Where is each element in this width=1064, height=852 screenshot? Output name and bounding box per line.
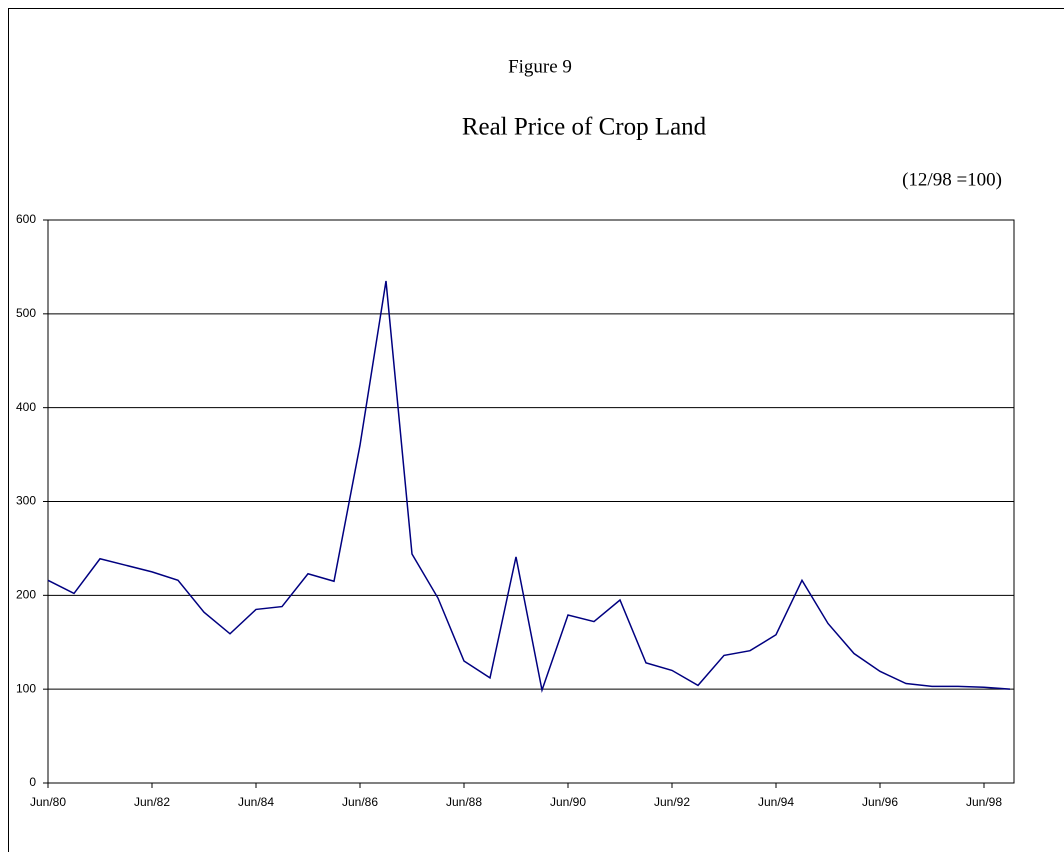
y-tick-label: 500: [16, 306, 36, 320]
y-tick-label: 100: [16, 681, 36, 695]
x-tick-label: Jun/88: [446, 795, 482, 809]
x-tick-label: Jun/98: [966, 795, 1002, 809]
chart-title: Real Price of Crop Land: [462, 114, 707, 141]
y-tick-label: 0: [29, 775, 36, 789]
y-tick-label: 600: [16, 212, 36, 226]
x-tick-label: Jun/92: [654, 795, 690, 809]
chart-subtitle: (12/98 =100): [902, 169, 1002, 190]
x-tick-label: Jun/80: [30, 795, 66, 809]
x-tick-label: Jun/82: [134, 795, 170, 809]
x-tick-label: Jun/96: [862, 795, 898, 809]
x-tick-label: Jun/84: [238, 795, 274, 809]
x-tick-label: Jun/90: [550, 795, 586, 809]
data-line: [47, 280, 1011, 693]
y-tick-label: 400: [16, 400, 36, 414]
y-tick-label: 300: [16, 494, 36, 508]
figure-label: Figure 9: [508, 56, 572, 77]
y-tick-label: 200: [16, 588, 36, 602]
outer-border: [8, 8, 1064, 852]
x-tick-label: Jun/86: [342, 795, 378, 809]
x-tick-label: Jun/94: [758, 795, 794, 809]
